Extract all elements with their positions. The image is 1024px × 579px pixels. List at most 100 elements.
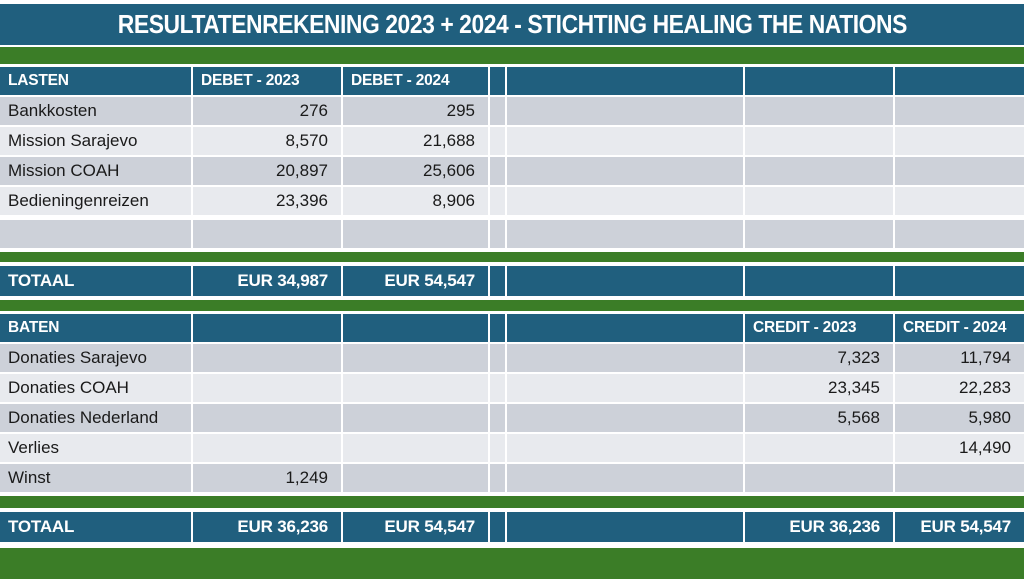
row-label: Donaties Nederland xyxy=(0,404,191,432)
spacer-cell xyxy=(490,404,505,432)
debet-2024-value: 295 xyxy=(343,97,488,125)
credit-2023-value: 5,568 xyxy=(745,404,893,432)
empty-header-cell xyxy=(193,314,341,342)
empty-cell xyxy=(507,512,743,542)
empty-header-cell xyxy=(507,67,743,95)
totaal-debet-2024: EUR 54,547 xyxy=(343,512,488,542)
debet-2023-value: 20,897 xyxy=(193,157,341,185)
empty-cell xyxy=(745,97,893,125)
debet-2024-value xyxy=(343,374,488,402)
grand-total-row: TOTAAL EUR 36,236 EUR 54,547 EUR 36,236 … xyxy=(0,512,1024,542)
empty-cell xyxy=(507,266,743,296)
spacer-cell xyxy=(490,187,505,215)
empty-cell xyxy=(507,127,743,155)
credit-2023-value xyxy=(745,464,893,492)
debet-2024-value xyxy=(343,464,488,492)
spacer-cell xyxy=(490,464,505,492)
credit-2024-value xyxy=(895,464,1024,492)
spacer-cell xyxy=(490,434,505,462)
totaal-label: TOTAAL xyxy=(0,512,191,542)
totaal-debet-2023: EUR 36,236 xyxy=(193,512,341,542)
credit-2024-value: 11,794 xyxy=(895,344,1024,372)
empty-cell xyxy=(507,404,743,432)
debet-2023-value: 1,249 xyxy=(193,464,341,492)
debet-2024-value xyxy=(343,434,488,462)
debet-2023-value: 23,396 xyxy=(193,187,341,215)
empty-cell xyxy=(507,344,743,372)
spacer-cell xyxy=(490,220,505,248)
spacer-cell xyxy=(490,97,505,125)
table-row-verlies: Verlies 14,490 xyxy=(0,434,1024,462)
empty-cell xyxy=(745,187,893,215)
debet-2024-value: 25,606 xyxy=(343,157,488,185)
table-row-donaties-sarajevo: Donaties Sarajevo 7,323 11,794 xyxy=(0,344,1024,372)
empty-cell xyxy=(507,374,743,402)
debet-2023-value: 8,570 xyxy=(193,127,341,155)
empty-header-cell xyxy=(895,67,1024,95)
baten-header-label: BATEN xyxy=(0,314,191,342)
spacer-header-cell xyxy=(490,67,505,95)
credit-2024-value: 5,980 xyxy=(895,404,1024,432)
empty-cell xyxy=(507,97,743,125)
row-label: Donaties COAH xyxy=(0,374,191,402)
empty-cell xyxy=(745,157,893,185)
empty-cell xyxy=(507,187,743,215)
empty-cell xyxy=(895,97,1024,125)
green-divider-lasten-total xyxy=(0,252,1024,262)
spacer-cell xyxy=(490,127,505,155)
lasten-total-row: TOTAAL EUR 34,987 EUR 54,547 xyxy=(0,266,1024,296)
empty-header-cell xyxy=(343,314,488,342)
table-row-empty xyxy=(0,220,1024,248)
credit-2024-value: 22,283 xyxy=(895,374,1024,402)
credit-2024-value: 14,490 xyxy=(895,434,1024,462)
table-row-winst: Winst 1,249 xyxy=(0,464,1024,492)
baten-header-row: BATEN CREDIT - 2023 CREDIT - 2024 xyxy=(0,314,1024,342)
table-row-bedieningenreizen: Bedieningenreizen 23,396 8,906 xyxy=(0,187,1024,215)
debet-2024-value xyxy=(343,404,488,432)
debet-2024-value: 8,906 xyxy=(343,187,488,215)
totaal-credit-2024: EUR 54,547 xyxy=(895,512,1024,542)
spacer-cell xyxy=(490,266,505,296)
debet-2024-value xyxy=(343,220,488,248)
empty-cell xyxy=(745,266,893,296)
credit-2023-value: 23,345 xyxy=(745,374,893,402)
spacer-cell xyxy=(490,374,505,402)
spacer-header-cell xyxy=(490,314,505,342)
debet-2023-value: 276 xyxy=(193,97,341,125)
credit-2023-value xyxy=(745,434,893,462)
spacer-cell xyxy=(490,157,505,185)
totaal-debet-2023: EUR 34,987 xyxy=(193,266,341,296)
empty-cell xyxy=(895,157,1024,185)
debet-2023-value xyxy=(193,374,341,402)
empty-cell xyxy=(507,220,743,248)
lasten-header-label: LASTEN xyxy=(0,67,191,95)
spacer-cell xyxy=(490,512,505,542)
row-label: Donaties Sarajevo xyxy=(0,344,191,372)
debet-2024-value xyxy=(343,344,488,372)
empty-header-cell xyxy=(745,67,893,95)
credit-2024-column-header: CREDIT - 2024 xyxy=(895,314,1024,342)
row-label xyxy=(0,220,191,248)
spacer-cell xyxy=(490,344,505,372)
debet-2024-value: 21,688 xyxy=(343,127,488,155)
debet-2024-column-header: DEBET - 2024 xyxy=(343,67,488,95)
debet-2023-column-header: DEBET - 2023 xyxy=(193,67,341,95)
table-row-mission-sarajevo: Mission Sarajevo 8,570 21,688 xyxy=(0,127,1024,155)
totaal-credit-2023: EUR 36,236 xyxy=(745,512,893,542)
green-footer-bar xyxy=(0,548,1024,579)
table-row-donaties-coah: Donaties COAH 23,345 22,283 xyxy=(0,374,1024,402)
empty-cell xyxy=(507,464,743,492)
empty-cell xyxy=(745,220,893,248)
row-label: Mission COAH xyxy=(0,157,191,185)
green-divider-grand-total xyxy=(0,496,1024,508)
empty-cell xyxy=(895,266,1024,296)
debet-2023-value xyxy=(193,434,341,462)
empty-cell xyxy=(895,187,1024,215)
totaal-label: TOTAAL xyxy=(0,266,191,296)
debet-2023-value xyxy=(193,344,341,372)
empty-cell xyxy=(507,157,743,185)
page-title-text: RESULTATENREKENING 2023 + 2024 - STICHTI… xyxy=(117,9,907,39)
row-label: Bankkosten xyxy=(0,97,191,125)
row-label: Winst xyxy=(0,464,191,492)
